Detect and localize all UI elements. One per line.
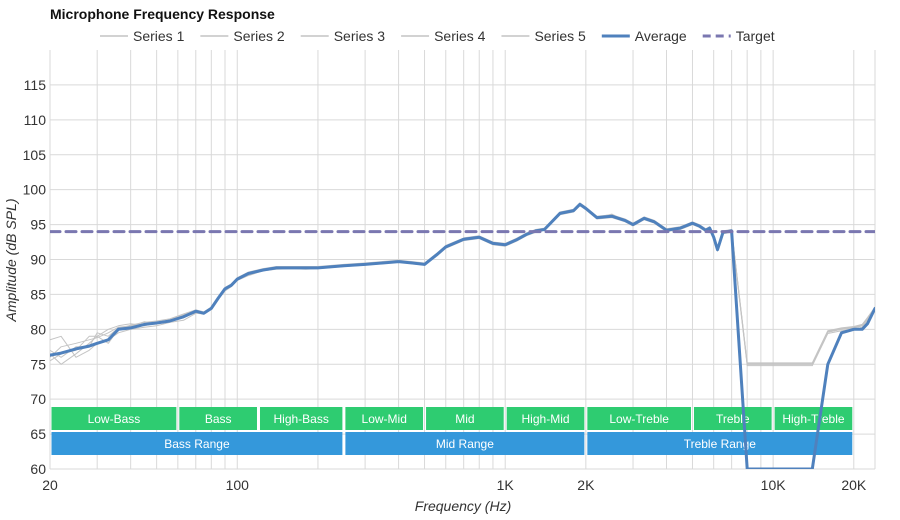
- upper-band: [426, 407, 504, 430]
- lower-band: [51, 432, 343, 455]
- upper-band-label: Low-Mid: [362, 412, 407, 426]
- x-tick-label: 20K: [841, 477, 867, 493]
- x-axis-ticks: 20 100 1K 2K 10K 20K: [42, 477, 867, 493]
- x-tick-label: 20: [42, 477, 58, 493]
- legend-entry: Series 5: [534, 28, 586, 44]
- y-tick-label: 65: [30, 426, 46, 442]
- upper-band-label: Treble: [716, 412, 750, 426]
- upper-band-label: High-Mid: [522, 412, 570, 426]
- upper-band-label: High-Treble: [782, 412, 845, 426]
- series-line-series-5: [50, 203, 875, 365]
- upper-band-label: Bass: [205, 412, 232, 426]
- upper-band-label: Low-Bass: [88, 412, 141, 426]
- y-tick-label: 110: [24, 112, 47, 128]
- lower-band-label: Treble Range: [684, 437, 757, 451]
- series-line-series-1: [50, 203, 875, 365]
- legend-entry: Series 3: [334, 28, 386, 44]
- x-tick-label: 100: [226, 477, 250, 493]
- y-tick-label: 80: [30, 321, 46, 337]
- y-tick-label: 95: [30, 217, 46, 233]
- x-tick-label: 1K: [497, 477, 515, 493]
- upper-band-label: Mid: [455, 412, 474, 426]
- upper-band: [51, 407, 177, 430]
- lower-band: [345, 432, 585, 455]
- upper-band-label: High-Bass: [274, 412, 329, 426]
- legend-entry: Series 1: [133, 28, 185, 44]
- y-tick-label: 105: [23, 147, 47, 163]
- y-tick-label: 60: [30, 461, 46, 477]
- series-line-series-4: [50, 203, 875, 365]
- chart-title: Microphone Frequency Response: [50, 6, 275, 22]
- grid: [49, 50, 876, 470]
- legend-entry: Target: [736, 28, 775, 44]
- series-line-average: [50, 202, 875, 469]
- y-tick-label: 115: [24, 77, 47, 93]
- upper-band: [506, 407, 585, 430]
- y-tick-label: 85: [30, 286, 46, 302]
- upper-band: [345, 407, 424, 430]
- y-tick-label: 100: [23, 182, 47, 198]
- series-line-series-2: [50, 205, 875, 367]
- legend-entry: Series 2: [233, 28, 285, 44]
- frequency-bands: Low-Bass Bass High-Bass Low-Mid Mid High-Mid L…: [51, 407, 853, 455]
- lower-band: [587, 432, 853, 455]
- y-axis-label: Amplitude (dB SPL): [3, 199, 19, 323]
- upper-band: [774, 407, 853, 430]
- series-lines: [50, 202, 875, 469]
- series-line-series-3: [50, 202, 875, 365]
- legend-entry: Series 4: [434, 28, 486, 44]
- x-tick-label: 2K: [577, 477, 595, 493]
- upper-band: [587, 407, 691, 430]
- upper-band: [693, 407, 772, 430]
- lower-band-label: Mid Range: [436, 437, 494, 451]
- y-tick-label: 75: [30, 356, 46, 372]
- x-tick-label: 10K: [761, 477, 787, 493]
- y-tick-label: 90: [30, 252, 46, 268]
- legend: Series 1 Series 2 Series 3 Series 4 Series 5…: [100, 28, 775, 44]
- legend-entry: Average: [635, 28, 687, 44]
- upper-band: [179, 407, 257, 430]
- x-axis-label: Frequency (Hz): [415, 498, 511, 514]
- y-tick-label: 70: [30, 391, 46, 407]
- lower-band-label: Bass Range: [164, 437, 230, 451]
- y-axis-ticks: 60 65 70 75 80 85 90 95 100 105 110 115: [23, 77, 47, 477]
- upper-band-label: Low-Treble: [609, 412, 669, 426]
- upper-band: [259, 407, 343, 430]
